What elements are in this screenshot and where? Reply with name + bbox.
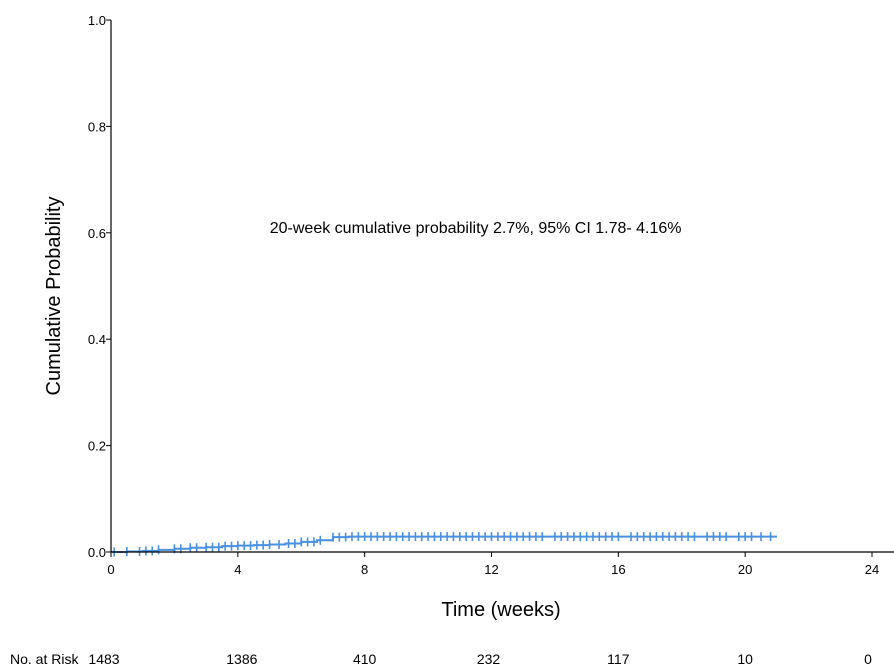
x-tick-label: 16	[611, 562, 625, 577]
risk-table-value: 1386	[226, 651, 257, 667]
risk-table-value: 117	[607, 651, 630, 667]
y-tick-label: 0.8	[88, 119, 106, 134]
risk-table: No. at Risk 1483 1386 410 232 117 10 0	[10, 651, 872, 667]
x-tick-label: 0	[107, 562, 114, 577]
y-tick-label: 0.2	[88, 439, 106, 454]
x-axis-ticks: 0 4 8 12 16 20 24	[107, 552, 879, 577]
y-tick-label: 1.0	[88, 13, 106, 28]
y-axis-ticks: 0.0 0.2 0.4 0.6 0.8 1.0	[88, 13, 111, 560]
censor-marks	[113, 532, 772, 557]
risk-table-value: 1483	[88, 651, 119, 667]
y-axis-title: Cumulative Probability	[43, 197, 65, 396]
km-curve	[111, 535, 777, 553]
y-tick-label: 0.4	[88, 332, 106, 347]
chart-annotation: 20-week cumulative probability 2.7%, 95%…	[270, 220, 682, 237]
risk-table-label: No. at Risk	[10, 651, 79, 667]
series-layer	[111, 535, 777, 553]
risk-table-value: 10	[737, 651, 753, 667]
x-axis-title: Time (weeks)	[441, 599, 560, 621]
risk-table-value: 232	[477, 651, 501, 667]
y-tick-label: 0.0	[88, 545, 106, 560]
x-tick-label: 8	[361, 562, 368, 577]
x-tick-label: 12	[484, 562, 498, 577]
x-tick-label: 20	[738, 562, 752, 577]
risk-table-value: 410	[353, 651, 377, 667]
x-tick-label: 4	[234, 562, 241, 577]
y-tick-label: 0.6	[88, 226, 106, 241]
x-tick-label: 24	[865, 562, 879, 577]
risk-table-value: 0	[864, 651, 872, 667]
